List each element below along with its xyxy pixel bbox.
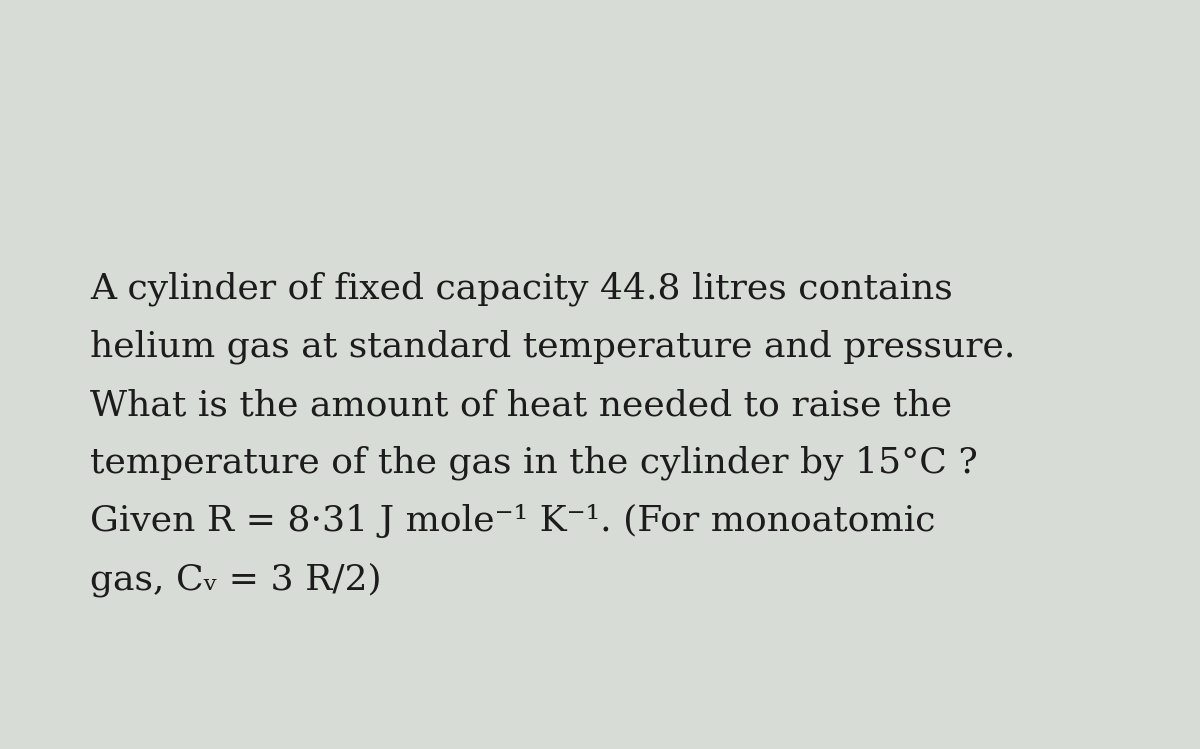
Text: helium gas at standard temperature and pressure.: helium gas at standard temperature and p… [90,330,1015,365]
Text: temperature of the gas in the cylinder by 15°C ?: temperature of the gas in the cylinder b… [90,446,978,481]
Text: A cylinder of fixed capacity 44.8 litres contains: A cylinder of fixed capacity 44.8 litres… [90,272,953,306]
Text: Given R = 8·31 J mole⁻¹ K⁻¹. (For monoatomic: Given R = 8·31 J mole⁻¹ K⁻¹. (For monoat… [90,504,936,538]
Text: gas, Cᵥ = 3 R/2): gas, Cᵥ = 3 R/2) [90,562,382,596]
Text: What is the amount of heat needed to raise the: What is the amount of heat needed to rai… [90,388,952,422]
